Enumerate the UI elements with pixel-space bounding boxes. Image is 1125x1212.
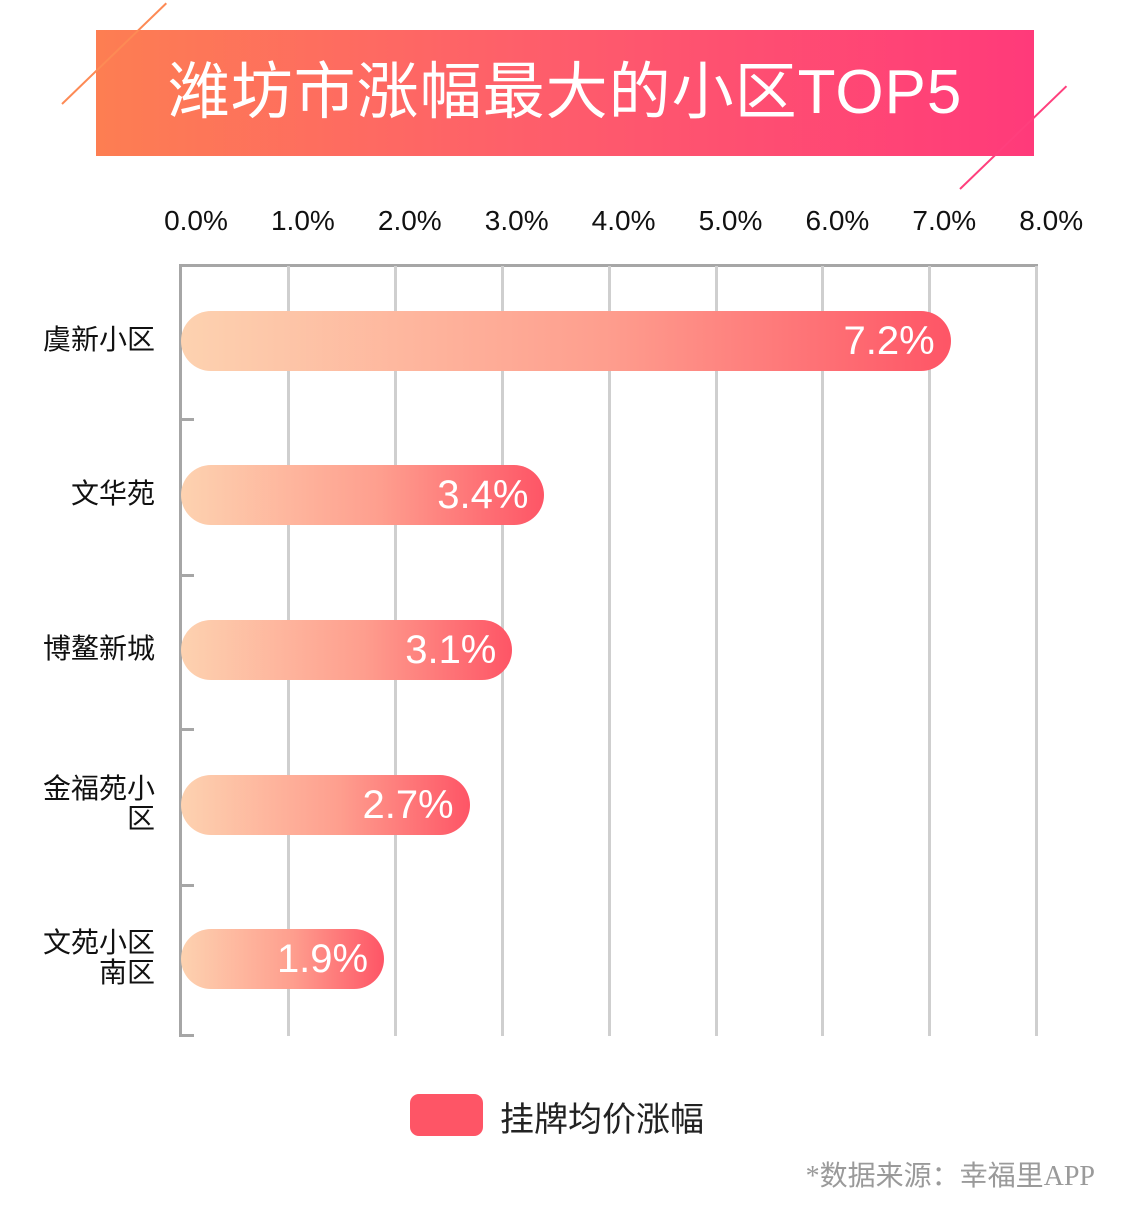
gridline bbox=[821, 266, 825, 1036]
y-tick bbox=[180, 884, 194, 887]
legend-label: 挂牌均价涨幅 bbox=[500, 1101, 704, 1139]
gridline bbox=[1035, 266, 1039, 1036]
category-label-line: 文苑小区 bbox=[42, 927, 155, 958]
category-label-line: 金福苑小 bbox=[42, 773, 155, 804]
category-label-line: 虞新小区 bbox=[42, 324, 155, 355]
bar: 3.1% bbox=[181, 620, 513, 680]
bar-value-label: 2.7% bbox=[362, 783, 454, 827]
gridline bbox=[714, 266, 718, 1036]
y-tick bbox=[180, 574, 194, 577]
category-label: 博鳌新城 bbox=[0, 634, 155, 664]
gridline bbox=[928, 266, 932, 1036]
x-tick-label: 2.0% bbox=[377, 205, 442, 236]
x-tick-label: 1.0% bbox=[270, 205, 335, 236]
category-label-line: 文华苑 bbox=[70, 478, 155, 509]
gridline bbox=[607, 266, 611, 1036]
bar: 1.9% bbox=[181, 929, 385, 989]
category-label: 金福苑小区 bbox=[0, 774, 155, 834]
bar: 3.4% bbox=[181, 465, 545, 525]
x-tick-label: 3.0% bbox=[484, 205, 549, 236]
bar-value-label: 3.1% bbox=[405, 628, 497, 672]
legend-swatch bbox=[410, 1094, 483, 1136]
data-source-note: *数据来源：幸福里APP bbox=[805, 1161, 1095, 1192]
bar: 2.7% bbox=[181, 775, 470, 835]
category-label: 虞新小区 bbox=[0, 325, 155, 355]
category-label: 文华苑 bbox=[0, 479, 155, 509]
x-tick-label: 8.0% bbox=[1019, 205, 1084, 236]
bar: 7.2% bbox=[181, 311, 951, 371]
x-tick-label: 0.0% bbox=[164, 205, 228, 236]
y-tick bbox=[180, 728, 194, 731]
category-label-line: 区 bbox=[126, 803, 155, 834]
y-tick bbox=[180, 418, 194, 421]
category-label-line: 博鳌新城 bbox=[42, 633, 155, 664]
x-axis-line bbox=[180, 264, 1038, 267]
x-tick-label: 4.0% bbox=[591, 205, 656, 236]
bar-value-label: 3.4% bbox=[437, 473, 529, 517]
category-label-line: 南区 bbox=[98, 957, 155, 988]
category-label: 文苑小区 南区 bbox=[0, 928, 155, 988]
y-tick bbox=[180, 1034, 194, 1037]
chart-title: 潍坊市涨幅最大的小区TOP5 bbox=[167, 58, 963, 127]
y-axis-line bbox=[179, 264, 182, 1037]
bar-value-label: 7.2% bbox=[843, 319, 935, 363]
x-tick-label: 7.0% bbox=[912, 205, 977, 236]
bar-value-label: 1.9% bbox=[276, 937, 369, 981]
x-tick-label: 5.0% bbox=[698, 205, 763, 236]
title-banner: 潍坊市涨幅最大的小区TOP5 bbox=[96, 30, 1034, 156]
x-tick-label: 6.0% bbox=[805, 205, 870, 236]
